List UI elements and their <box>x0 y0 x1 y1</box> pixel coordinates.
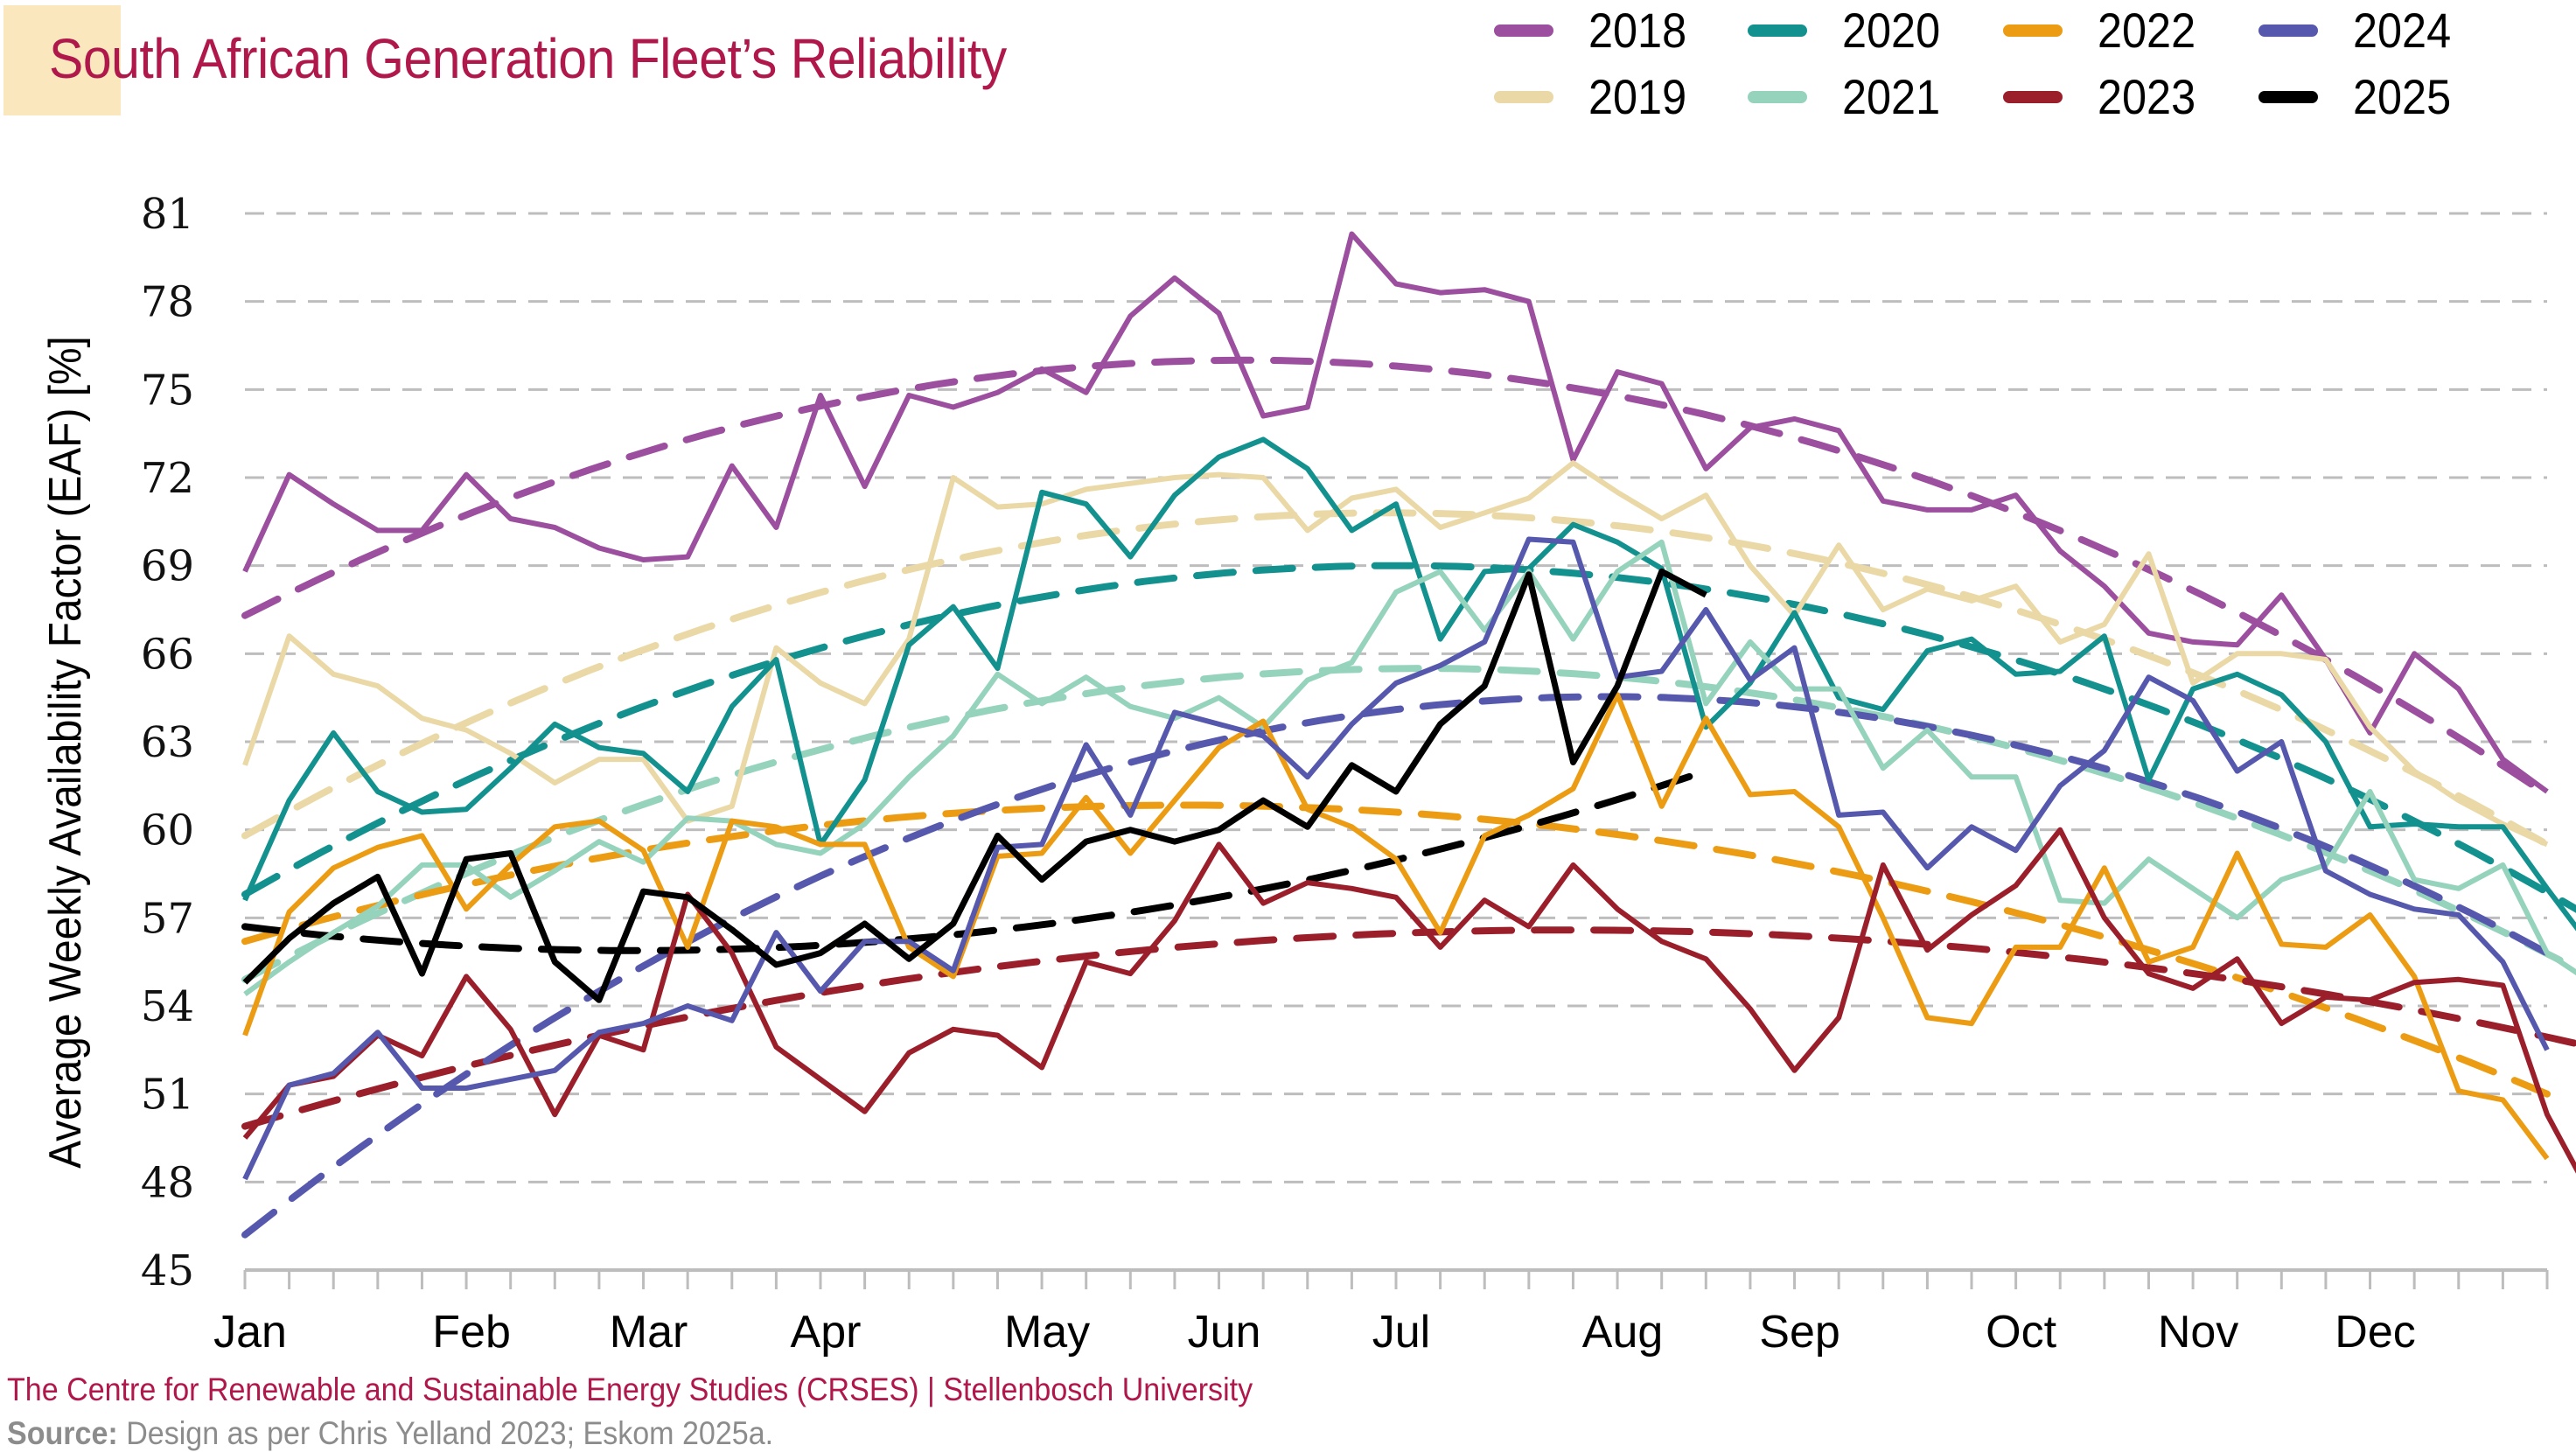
x-tick-label: Aug <box>1582 1307 1664 1358</box>
trendline-2023 <box>241 926 2576 1130</box>
x-tick-label: Dec <box>2335 1307 2415 1358</box>
legend-label: 2023 <box>2098 69 2196 124</box>
footer-credit: The Centre for Renewable and Sustainable… <box>7 1372 1253 1407</box>
y-tick-label: 48 <box>141 1158 194 1207</box>
x-tick-label: Jan <box>213 1307 287 1358</box>
legend-label: 2020 <box>1842 3 1941 58</box>
y-tick-label: 63 <box>141 718 194 767</box>
x-tick-label: Oct <box>1986 1307 2056 1358</box>
x-tick-label: Nov <box>2158 1307 2238 1358</box>
legend-item-2020: 2020 <box>1748 2 1951 59</box>
y-tick-label: 54 <box>141 982 194 1031</box>
legend-swatch <box>2258 24 2318 37</box>
trendline-2019 <box>241 509 2551 848</box>
legend-item-2018: 2018 <box>1494 2 1698 59</box>
chart-title: South African Generation Fleet’s Reliabi… <box>49 27 1007 90</box>
legend-label: 2024 <box>2353 3 2452 58</box>
trendline-2021 <box>241 665 2576 983</box>
source-text: Design as per Chris Yelland 2023; Eskom … <box>117 1415 774 1451</box>
trendline-2020 <box>241 562 2576 913</box>
legend-item-2022: 2022 <box>2003 2 2207 59</box>
series-line-2023 <box>242 827 2576 1174</box>
x-tick-label: Sep <box>1759 1307 1840 1358</box>
x-tick-label: Jul <box>1372 1307 1430 1358</box>
title-accent-block <box>3 5 121 115</box>
y-tick-label: 45 <box>141 1246 194 1295</box>
y-axis-label: Average Weekly Availability Factor (EAF)… <box>39 336 90 1169</box>
legend: 2018 2019 2020 2021 2022 2023 2024 2025 <box>1487 0 2576 131</box>
legend-label: 2018 <box>1588 3 1687 58</box>
trendline-2018 <box>241 356 2551 799</box>
series-line-2025 <box>242 568 1707 1003</box>
x-axis: Jan Feb Mar Apr May Jun Jul Aug Sep Oct Nov Dec <box>213 1268 2549 1358</box>
legend-label: 2025 <box>2353 69 2452 124</box>
legend-item-2019: 2019 <box>1494 68 1698 125</box>
trendlines <box>241 356 2576 1239</box>
y-tick-label: 60 <box>141 806 194 855</box>
legend-swatch <box>1748 24 1807 37</box>
y-axis-ticks: 45 48 51 54 57 60 63 66 69 72 75 78 81 <box>141 190 194 1295</box>
x-tick-label: Feb <box>432 1307 511 1358</box>
y-tick-label: 78 <box>141 278 194 327</box>
legend-label: 2021 <box>1842 69 1941 124</box>
legend-label: 2019 <box>1588 69 1687 124</box>
series-line-2020 <box>242 436 2576 932</box>
series-line-2019 <box>242 460 2549 848</box>
legend-swatch <box>1748 90 1807 103</box>
y-tick-label: 81 <box>141 190 194 239</box>
legend-item-2023: 2023 <box>2003 68 2207 125</box>
y-tick-label: 72 <box>141 454 194 503</box>
series-line-2022 <box>242 692 2550 1161</box>
legend-swatch <box>2003 24 2063 37</box>
trendline-2024 <box>241 693 2551 1239</box>
legend-label: 2022 <box>2098 3 2196 58</box>
x-tick-label: Mar <box>610 1307 688 1358</box>
legend-swatch <box>1494 24 1553 37</box>
x-tick-label: May <box>1004 1307 1090 1358</box>
legend-item-2025: 2025 <box>2258 68 2462 125</box>
x-tick-label: Apr <box>791 1307 862 1358</box>
legend-swatch <box>2258 90 2318 103</box>
series-line-2018 <box>242 231 2549 794</box>
series-lines <box>242 231 2576 1181</box>
footer-source: Source: Design as per Chris Yelland 2023… <box>7 1415 773 1452</box>
y-tick-label: 57 <box>141 894 194 943</box>
legend-swatch <box>2003 90 2063 103</box>
series-line-2021 <box>243 539 2576 997</box>
legend-item-2024: 2024 <box>2258 2 2462 59</box>
x-tick-label: Jun <box>1188 1307 1261 1358</box>
trendline-2025 <box>241 767 1710 954</box>
legend-item-2021: 2021 <box>1748 68 1951 125</box>
legend-swatch <box>1494 90 1553 103</box>
y-tick-label: 66 <box>141 630 194 679</box>
source-label: Source: <box>7 1415 118 1451</box>
series-line-2024 <box>242 536 2550 1181</box>
y-tick-label: 69 <box>141 542 194 591</box>
y-tick-label: 51 <box>141 1071 194 1120</box>
y-tick-label: 75 <box>141 366 194 415</box>
